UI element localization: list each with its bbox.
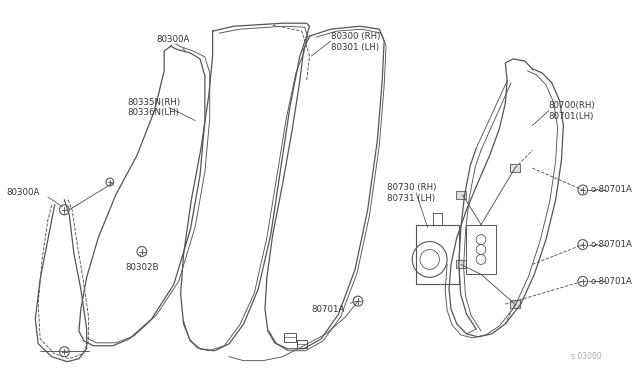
Text: 80336N(LH): 80336N(LH) xyxy=(127,108,179,117)
Text: 80301 (LH): 80301 (LH) xyxy=(331,42,379,52)
Text: 80300A: 80300A xyxy=(156,35,190,51)
Bar xyxy=(284,333,296,342)
Text: 80701A: 80701A xyxy=(312,302,355,314)
Text: 80731 (LH): 80731 (LH) xyxy=(387,195,435,203)
Text: 80302B: 80302B xyxy=(125,254,159,272)
Text: 80300 (RH): 80300 (RH) xyxy=(331,32,380,41)
Bar xyxy=(510,164,520,172)
Bar xyxy=(456,260,465,268)
Bar xyxy=(510,300,520,308)
Text: o-80701A: o-80701A xyxy=(591,277,632,286)
Bar xyxy=(297,340,307,348)
Text: o-80701A: o-80701A xyxy=(591,186,632,195)
Text: 80335N(RH): 80335N(RH) xyxy=(127,98,180,107)
Bar xyxy=(456,191,465,199)
Text: 80701(LH): 80701(LH) xyxy=(549,112,594,121)
Text: 80700(RH): 80700(RH) xyxy=(549,101,595,110)
Text: o-80701A: o-80701A xyxy=(591,240,632,249)
Bar xyxy=(467,225,495,274)
Text: 80730 (RH): 80730 (RH) xyxy=(387,183,436,192)
Text: s 03000: s 03000 xyxy=(572,352,602,361)
Text: 80300A: 80300A xyxy=(6,189,40,198)
Bar xyxy=(416,225,459,284)
